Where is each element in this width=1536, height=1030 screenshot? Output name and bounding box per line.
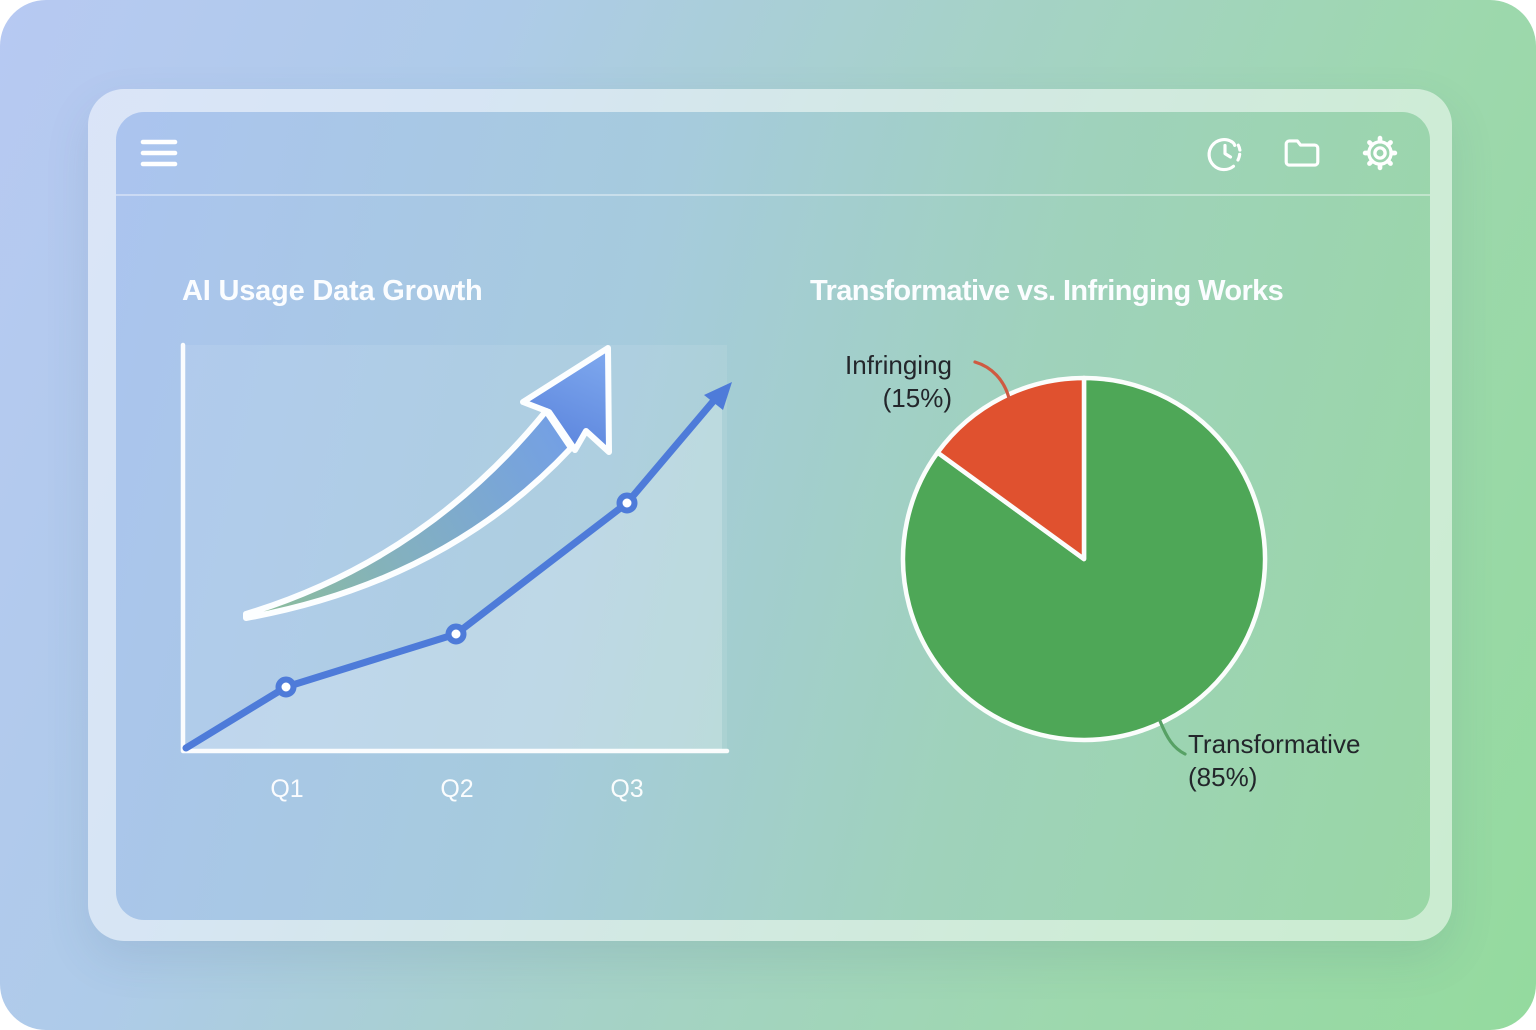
folder-icon xyxy=(1282,134,1322,172)
plot-area-tint xyxy=(185,345,727,751)
data-point xyxy=(445,623,467,645)
app-panel: AI Usage Data Growth Transformative vs. … xyxy=(116,112,1430,920)
hamburger-icon xyxy=(140,138,178,168)
history-button[interactable] xyxy=(1206,134,1244,172)
transformative-callout: Transformative (85%) xyxy=(1188,728,1360,794)
x-axis-label-q2: Q2 xyxy=(440,775,473,803)
area-under-line xyxy=(185,392,722,749)
header-actions xyxy=(1206,133,1400,173)
gear-icon xyxy=(1360,133,1400,173)
infringing-leader-line xyxy=(973,360,1011,400)
data-line-arrowhead xyxy=(704,382,732,410)
infringing-callout-pct: (15%) xyxy=(882,383,952,413)
menu-button[interactable] xyxy=(140,138,178,168)
x-axis-label-q3: Q3 xyxy=(610,775,643,803)
line-chart-title: AI Usage Data Growth xyxy=(182,275,483,307)
app-header xyxy=(116,112,1430,196)
data-point xyxy=(275,676,297,698)
pie-chart-figure xyxy=(900,360,1268,756)
data-point xyxy=(616,492,638,514)
transformative-leader-line xyxy=(1158,719,1187,756)
line-chart-figure: Q1 Q2 Q3 xyxy=(180,342,732,803)
infringing-callout-name: Infringing xyxy=(845,350,952,380)
history-clock-icon xyxy=(1206,134,1244,172)
chart-axes xyxy=(180,342,730,754)
pie-slice-infringing xyxy=(935,375,1087,562)
infringing-callout: Infringing (15%) xyxy=(845,349,952,415)
pie-chart-title: Transformative vs. Infringing Works xyxy=(810,275,1284,307)
folder-button[interactable] xyxy=(1282,134,1322,172)
growth-swoosh-arrow-icon xyxy=(243,345,612,621)
transformative-callout-pct: (85%) xyxy=(1188,762,1258,792)
transformative-callout-name: Transformative xyxy=(1188,729,1361,759)
settings-button[interactable] xyxy=(1360,133,1400,173)
app-window: AI Usage Data Growth Transformative vs. … xyxy=(88,89,1452,941)
swoosh-body xyxy=(243,408,574,621)
x-axis-label-q1: Q1 xyxy=(270,775,303,803)
swoosh-arrowhead xyxy=(520,345,612,455)
